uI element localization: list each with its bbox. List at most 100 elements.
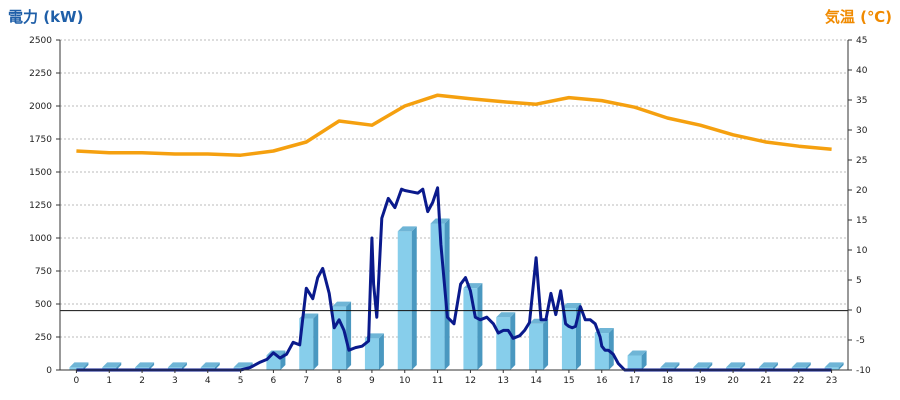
right-tick-label: 35: [856, 96, 867, 106]
x-tick-label: 2: [139, 376, 145, 386]
x-tick-label: 23: [826, 376, 837, 386]
bar: [529, 318, 549, 370]
x-tick-label: 14: [530, 376, 542, 386]
x-tick-label: 13: [498, 376, 509, 386]
bar-top: [200, 362, 220, 368]
x-tick-label: 0: [74, 376, 80, 386]
bar-top: [791, 362, 811, 368]
x-tick-label: 12: [465, 376, 476, 386]
x-tick-label: 6: [271, 376, 277, 386]
bar-side: [805, 362, 811, 370]
bar-top: [561, 302, 581, 308]
right-tick-label: 15: [856, 216, 867, 226]
bar-top: [824, 362, 844, 368]
temperature-line: [76, 93, 832, 157]
bar-top: [726, 362, 746, 368]
bar-side: [83, 362, 89, 370]
right-tick-label: 40: [856, 66, 868, 76]
bar-side: [510, 312, 516, 370]
bar-top: [102, 362, 122, 368]
x-tick-label: 5: [238, 376, 244, 386]
x-tick-label: 17: [629, 376, 640, 386]
bar-top: [627, 350, 647, 356]
bar-front: [627, 355, 642, 370]
bar-side: [772, 362, 778, 370]
bar-side: [116, 362, 122, 370]
left-tick-label: 2250: [29, 69, 52, 79]
bar-series: [69, 218, 844, 370]
x-tick-label: 9: [369, 376, 375, 386]
bar-side: [346, 301, 352, 370]
axes: 02505007501000125015001750200022502500-1…: [29, 36, 871, 386]
right-axis-title: 気温 (℃): [824, 8, 892, 26]
bar-side: [707, 362, 713, 370]
bar: [496, 312, 516, 370]
x-tick-label: 1: [106, 376, 112, 386]
bar-top: [758, 362, 778, 368]
left-tick-label: 2500: [29, 36, 52, 46]
bar: [594, 328, 614, 370]
right-tick-label: 25: [856, 156, 867, 166]
left-axis-title: 電力 (kW): [8, 8, 84, 26]
left-tick-label: 2000: [29, 102, 52, 112]
bar: [332, 301, 352, 370]
right-tick-label: 0: [856, 306, 862, 316]
right-tick-label: 45: [856, 36, 867, 46]
x-tick-label: 10: [399, 376, 411, 386]
bar-front: [594, 333, 609, 370]
x-tick-label: 16: [596, 376, 608, 386]
bar-side: [181, 362, 187, 370]
bar-front: [397, 231, 412, 370]
bar-side: [838, 362, 844, 370]
bar-top: [167, 362, 187, 368]
bar-side: [149, 362, 155, 370]
bar-top: [693, 362, 713, 368]
bar-side: [411, 226, 417, 370]
x-tick-label: 21: [760, 376, 771, 386]
bar-side: [641, 350, 647, 370]
bar-side: [740, 362, 746, 370]
bar-side: [608, 328, 614, 370]
left-tick-label: 500: [35, 300, 52, 310]
right-tick-label: 10: [856, 246, 868, 256]
grid-lines: [60, 39, 848, 338]
bar-top: [496, 312, 516, 318]
bar: [627, 350, 647, 370]
x-tick-label: 15: [563, 376, 574, 386]
x-tick-label: 20: [727, 376, 739, 386]
x-tick-label: 3: [172, 376, 178, 386]
bar-top: [233, 362, 253, 368]
line-series: [76, 93, 832, 372]
x-tick-label: 4: [205, 376, 211, 386]
x-tick-label: 7: [303, 376, 309, 386]
left-tick-label: 1500: [29, 168, 52, 178]
bar-front: [529, 323, 544, 370]
right-tick-label: -5: [856, 336, 865, 346]
x-tick-label: 22: [793, 376, 804, 386]
bar-front: [430, 223, 445, 370]
bar-side: [674, 362, 680, 370]
bar-side: [214, 362, 220, 370]
bar-top: [397, 226, 417, 232]
x-tick-label: 18: [662, 376, 674, 386]
bar-front: [266, 355, 281, 370]
power-line: [76, 186, 832, 372]
x-tick-label: 8: [336, 376, 342, 386]
right-tick-label: 20: [856, 186, 868, 196]
left-tick-label: 1000: [29, 234, 52, 244]
left-tick-label: 250: [35, 333, 52, 343]
bar-front: [364, 338, 379, 370]
x-tick-label: 11: [432, 376, 443, 386]
bar-side: [543, 318, 549, 370]
bar-front: [496, 317, 511, 370]
left-tick-label: 1750: [29, 135, 52, 145]
x-tick-label: 19: [695, 376, 707, 386]
bar-side: [313, 313, 319, 370]
right-tick-label: -10: [856, 366, 871, 376]
bar-side: [444, 218, 450, 370]
left-tick-label: 0: [46, 366, 52, 376]
right-tick-label: 30: [856, 126, 868, 136]
bar-side: [378, 333, 384, 370]
bar: [397, 226, 417, 370]
